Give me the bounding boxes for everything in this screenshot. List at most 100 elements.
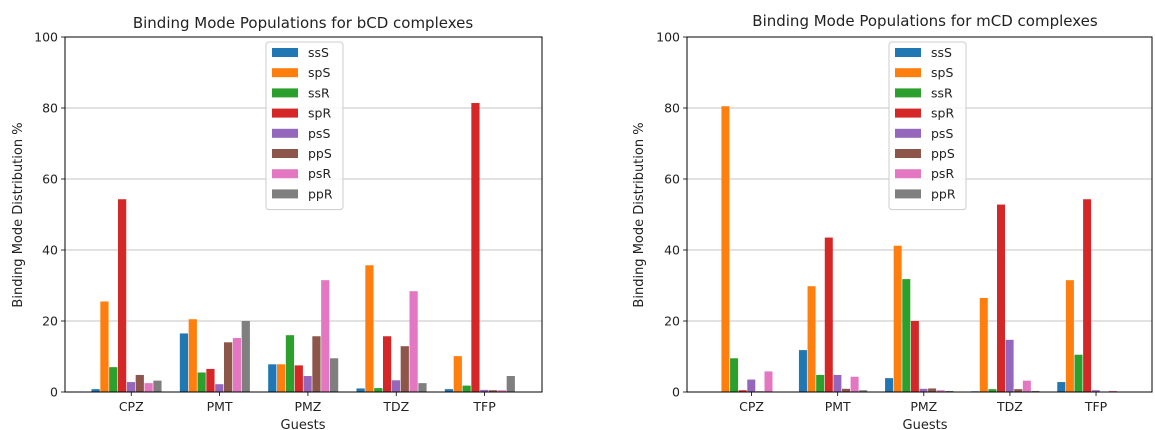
mcd-bar-ppR-TDZ bbox=[1031, 390, 1040, 392]
bcd-axes-frame bbox=[64, 36, 543, 393]
bcd-bar-ssS-PMT bbox=[179, 333, 189, 392]
mcd-y-tick-label: 80 bbox=[664, 101, 680, 116]
bcd-bar-psS-TDZ bbox=[391, 380, 401, 392]
bcd-legend-label-ppS: ppS bbox=[308, 146, 332, 161]
mcd-bar-psS-TDZ bbox=[1005, 339, 1014, 392]
mcd-bar-psR-PMZ bbox=[936, 390, 945, 392]
bcd-y-tick-label: 80 bbox=[42, 101, 58, 116]
mcd-y-tick-label: 0 bbox=[672, 385, 680, 400]
mcd-legend-swatch-spR bbox=[895, 108, 921, 118]
bcd-bar-spR-CPZ bbox=[118, 199, 127, 392]
mcd-legend-swatch-psS bbox=[895, 128, 921, 138]
mcd-bar-ssR-PMT bbox=[816, 374, 825, 392]
bcd-bar-ppR-CPZ bbox=[153, 380, 162, 392]
mcd-legend-swatch-spS bbox=[895, 68, 921, 78]
bcd-bar-spR-PMT bbox=[206, 368, 215, 392]
mcd-legend-label-spR: spR bbox=[931, 106, 954, 121]
mcd-x-tick-label: CPZ bbox=[739, 399, 764, 414]
bcd-bar-psR-PMZ bbox=[321, 280, 330, 392]
bcd-y-tick-label: 20 bbox=[42, 314, 58, 329]
bcd-bar-ppR-PMZ bbox=[330, 358, 339, 392]
bcd-bar-ssR-TFP bbox=[462, 385, 471, 392]
mcd-bar-psR-CPZ bbox=[764, 371, 773, 392]
mcd-bar-psS-PMZ bbox=[919, 388, 928, 392]
bcd-legend-label-psR: psR bbox=[308, 166, 331, 181]
bcd-legend: ssS spS ssR spR psS ppS psR ppR bbox=[265, 41, 344, 211]
bcd-legend-label-ssS: ssS bbox=[308, 45, 329, 60]
mcd-legend-swatch-ssS bbox=[895, 48, 921, 57]
mcd-x-tick-label: TDZ bbox=[996, 399, 1023, 414]
mcd-x-tick-label: TFP bbox=[1084, 399, 1108, 414]
bcd-bar-ssR-CPZ bbox=[109, 367, 118, 392]
mcd-bar-ssR-TDZ bbox=[988, 389, 997, 392]
mcd-bar-spR-CPZ bbox=[738, 390, 747, 392]
mcd-bar-spR-PMT bbox=[824, 237, 833, 392]
bcd-legend-label-ssR: ssR bbox=[308, 85, 330, 100]
bcd-bar-ppS-PMT bbox=[224, 342, 233, 392]
bcd-x-axis-label: Guests bbox=[281, 418, 326, 430]
bcd-bar-psS-CPZ bbox=[126, 382, 136, 392]
mcd-legend-label-ssS: ssS bbox=[931, 45, 952, 60]
bcd-legend-box bbox=[265, 41, 344, 211]
mcd-bar-spS-TFP bbox=[1065, 280, 1074, 392]
mcd-bar-spS-PMT bbox=[807, 286, 816, 392]
bcd-y-tick-label: 60 bbox=[42, 172, 58, 187]
bcd-bar-spS-CPZ bbox=[100, 301, 109, 392]
mcd-chart-title: Binding Mode Populations for mCD complex… bbox=[752, 12, 1098, 30]
mcd-bar-ssS-TFP bbox=[1057, 382, 1066, 392]
mcd-legend-swatch-ssR bbox=[895, 88, 921, 98]
bcd-bar-spS-TFP bbox=[453, 356, 462, 392]
mcd-bar-psS-PMT bbox=[833, 374, 842, 392]
mcd-bar-spR-PMZ bbox=[910, 321, 919, 392]
bcd-x-tick-label: PMT bbox=[207, 399, 233, 414]
bcd-y-axis-label: Binding Mode Distribution % bbox=[11, 122, 26, 307]
bcd-bar-psS-PMZ bbox=[303, 376, 312, 392]
mcd-bar-psR-PMT bbox=[850, 376, 859, 392]
bcd-bar-ppS-PMZ bbox=[312, 336, 321, 392]
bcd-legend-swatch-psR bbox=[272, 169, 298, 179]
bcd-bar-ppR-PMT bbox=[241, 321, 250, 392]
mcd-bar-ppR-PMT bbox=[859, 390, 868, 392]
mcd-bar-ssR-CPZ bbox=[730, 358, 739, 392]
mcd-x-tick-label: PMT bbox=[825, 399, 851, 414]
mcd-legend-label-psR: psR bbox=[931, 166, 954, 181]
mcd-bar-ppS-PMT bbox=[842, 388, 851, 392]
bcd-bar-ppR-TFP bbox=[506, 376, 515, 392]
bcd-bar-spR-TDZ bbox=[383, 336, 392, 392]
mcd-y-tick-label: 20 bbox=[664, 314, 680, 329]
bcd-bar-ssS-TFP bbox=[444, 389, 454, 392]
mcd-chart: Binding Mode Populations for mCD complex… bbox=[632, 12, 1153, 430]
bcd-y-tick-label: 40 bbox=[42, 243, 58, 258]
mcd-legend-label-ppS: ppS bbox=[931, 146, 955, 161]
mcd-y-tick-label: 100 bbox=[656, 30, 680, 45]
mcd-bar-spS-PMZ bbox=[893, 245, 902, 392]
bcd-bar-ssR-PMT bbox=[197, 372, 206, 392]
mcd-bar-psS-TFP bbox=[1091, 390, 1100, 392]
bcd-bar-psS-TFP bbox=[480, 389, 489, 392]
mcd-bar-spR-TDZ bbox=[997, 204, 1006, 392]
mcd-bar-spR-TFP bbox=[1083, 199, 1092, 392]
mcd-y-tick-label: 60 bbox=[664, 172, 680, 187]
mcd-y-axis-label: Binding Mode Distribution % bbox=[632, 122, 647, 307]
bcd-bar-psR-TDZ bbox=[409, 291, 418, 392]
mcd-legend-label-spS: spS bbox=[931, 65, 953, 80]
bcd-bar-psS-PMT bbox=[215, 384, 224, 392]
bcd-y-tick-label: 0 bbox=[50, 385, 58, 400]
mcd-bar-ssR-TFP bbox=[1074, 354, 1083, 392]
bcd-bar-ppS-CPZ bbox=[135, 374, 144, 392]
mcd-axes-frame bbox=[686, 36, 1153, 393]
bcd-bar-spR-PMZ bbox=[294, 365, 303, 393]
bcd-chart: Binding Mode Populations for bCD complex… bbox=[11, 14, 543, 430]
mcd-x-axis-label: Guests bbox=[903, 418, 948, 430]
mcd-legend-label-psS: psS bbox=[931, 126, 953, 141]
bcd-x-tick-label: TFP bbox=[472, 399, 496, 414]
mcd-bar-psS-CPZ bbox=[747, 379, 756, 392]
bcd-bar-psR-CPZ bbox=[144, 383, 153, 393]
bcd-legend-label-spR: spR bbox=[308, 106, 331, 121]
bcd-legend-swatch-ssR bbox=[272, 88, 298, 98]
bcd-bar-ppS-TFP bbox=[489, 390, 498, 392]
bcd-legend-swatch-ppS bbox=[272, 149, 298, 158]
mcd-bar-psR-TDZ bbox=[1022, 380, 1031, 392]
bcd-y-tick-label: 100 bbox=[34, 30, 58, 45]
bcd-legend-swatch-psS bbox=[272, 128, 298, 138]
